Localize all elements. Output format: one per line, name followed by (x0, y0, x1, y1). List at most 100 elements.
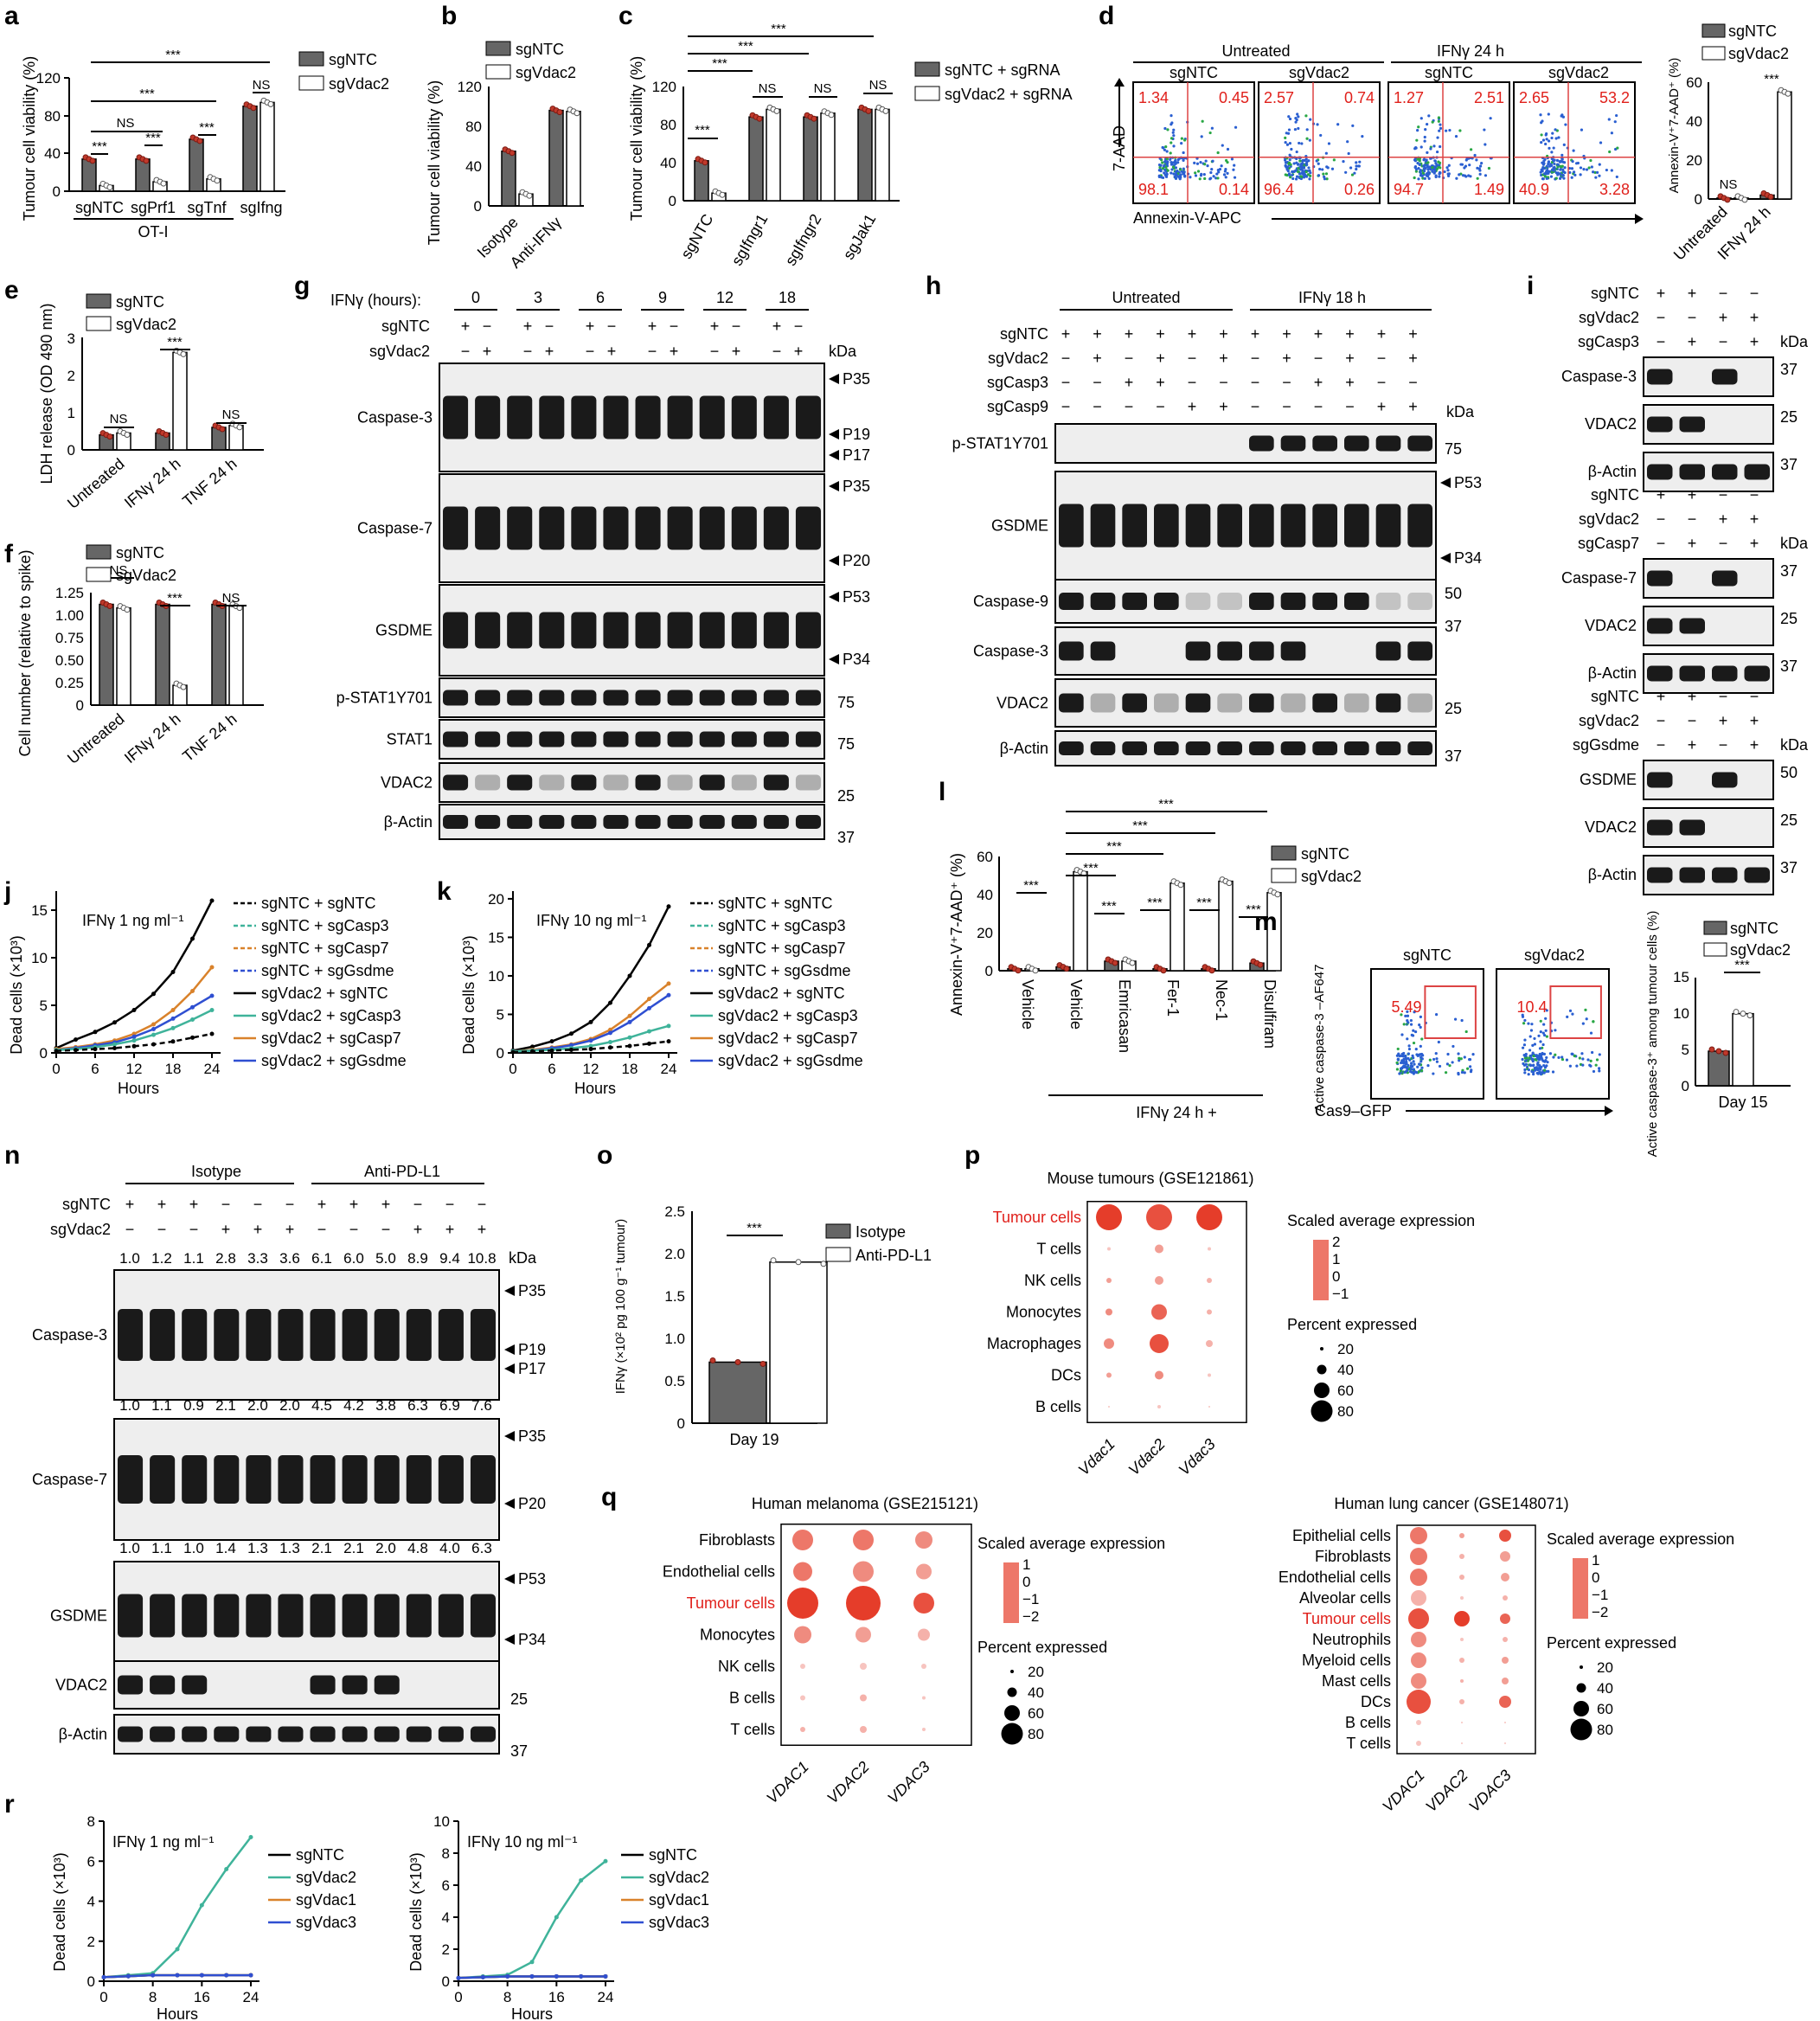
i-sign: − (1719, 285, 1728, 302)
flow-event (1395, 1061, 1399, 1065)
data-point (170, 1039, 176, 1044)
band (1185, 504, 1211, 548)
i-sign: + (1657, 486, 1666, 504)
band (374, 1726, 400, 1742)
band (1407, 504, 1432, 548)
data-point (770, 1257, 777, 1264)
c-ytick: 80 (660, 117, 676, 133)
flow-event (1304, 114, 1308, 118)
flow-event (1288, 157, 1291, 162)
band (795, 395, 821, 439)
n-sign: + (189, 1196, 199, 1213)
g-sign: + (545, 343, 554, 360)
band (470, 1726, 496, 1742)
flow-event (1194, 174, 1198, 177)
dot (1504, 1742, 1506, 1744)
i-blot-label: GSDME (1580, 771, 1637, 788)
band (699, 690, 725, 706)
flow-event (1552, 169, 1555, 172)
h-sign: + (1093, 325, 1102, 343)
dot-col-label: VDAC1 (763, 1758, 812, 1807)
flow-event (1308, 138, 1311, 142)
band (1407, 593, 1432, 610)
flow-event (1220, 164, 1223, 168)
flow-event (1538, 1065, 1541, 1068)
y-tick-label: 10 (488, 968, 504, 985)
a-legend-swatch (298, 51, 324, 67)
flow-event (1432, 171, 1436, 175)
flow-event (1460, 163, 1464, 166)
dot-row-label: Monocytes (1006, 1304, 1081, 1321)
band-marker: P20 (843, 552, 870, 569)
band (1249, 593, 1274, 610)
flow-event (1438, 129, 1441, 132)
flow-event (1444, 1071, 1448, 1075)
flow-event (1554, 1053, 1557, 1056)
flow-event (1417, 125, 1420, 129)
flow-event (1178, 174, 1182, 177)
c-sig: NS (759, 81, 777, 96)
e-ylabel: LDH release (OD 490 nm) (38, 303, 55, 484)
dot (1207, 1309, 1212, 1315)
band (539, 506, 565, 550)
q1-title: Human melanoma (GSE215121) (752, 1495, 978, 1512)
data-point (588, 1019, 593, 1024)
flow-event (1580, 1052, 1584, 1055)
flow-event (1584, 1008, 1587, 1011)
flow-event (1159, 164, 1163, 167)
flow-event (1183, 138, 1187, 142)
x-tick-label: 16 (194, 1989, 210, 2005)
flow-event (1294, 117, 1298, 120)
flow-event (1439, 126, 1443, 131)
data-point (882, 107, 889, 114)
flow-event (1436, 150, 1439, 154)
flow-event (1454, 134, 1458, 138)
e-legend-swatch (86, 316, 112, 331)
flow-event (1189, 176, 1192, 179)
i-row-label: sgVdac2 (1579, 510, 1639, 528)
flow-event (1173, 175, 1176, 178)
flow-event (1413, 1010, 1416, 1014)
g-kda-value: 75 (837, 735, 855, 753)
pct-tick: 80 (1597, 1722, 1613, 1738)
g-time: 3 (534, 289, 542, 306)
i-row-label: sgNTC (1591, 285, 1639, 302)
d-bars (1716, 87, 1792, 203)
g-blot-label: p-STAT1Y701 (336, 690, 433, 707)
flow-event (1556, 163, 1560, 166)
a-sig: *** (92, 139, 107, 154)
flow-event (1458, 129, 1462, 132)
h-sign: − (1219, 374, 1228, 391)
flow-event (1562, 176, 1566, 180)
g-time-headers: 0 3 6 9 12 18 (454, 289, 809, 311)
band (795, 815, 821, 829)
dot (1207, 1278, 1212, 1283)
dot (1411, 1673, 1426, 1689)
l-sig: *** (1106, 839, 1122, 854)
band (1407, 693, 1432, 713)
g-sign: + (794, 343, 804, 360)
flow-event (1324, 151, 1328, 155)
band (1679, 867, 1705, 883)
band (1375, 741, 1401, 755)
data-point (588, 1043, 593, 1049)
l-legend-label: sgNTC (1301, 845, 1349, 863)
data-point (131, 1043, 137, 1049)
h-blot-label: GSDME (991, 517, 1048, 535)
band (1122, 693, 1147, 713)
flow-event (1431, 165, 1434, 170)
band (1249, 741, 1274, 755)
flow-event (1305, 163, 1309, 167)
band (731, 612, 757, 649)
band (1249, 504, 1274, 548)
g-sign: − (483, 318, 492, 335)
flow-event (1431, 170, 1434, 173)
data-point (236, 424, 243, 431)
x-tick-label: 24 (243, 1989, 260, 2005)
flow-event (1532, 1055, 1535, 1058)
dot-row-label: Tumour cells (993, 1209, 1081, 1226)
band (1059, 593, 1084, 610)
flow-event (1349, 166, 1353, 170)
